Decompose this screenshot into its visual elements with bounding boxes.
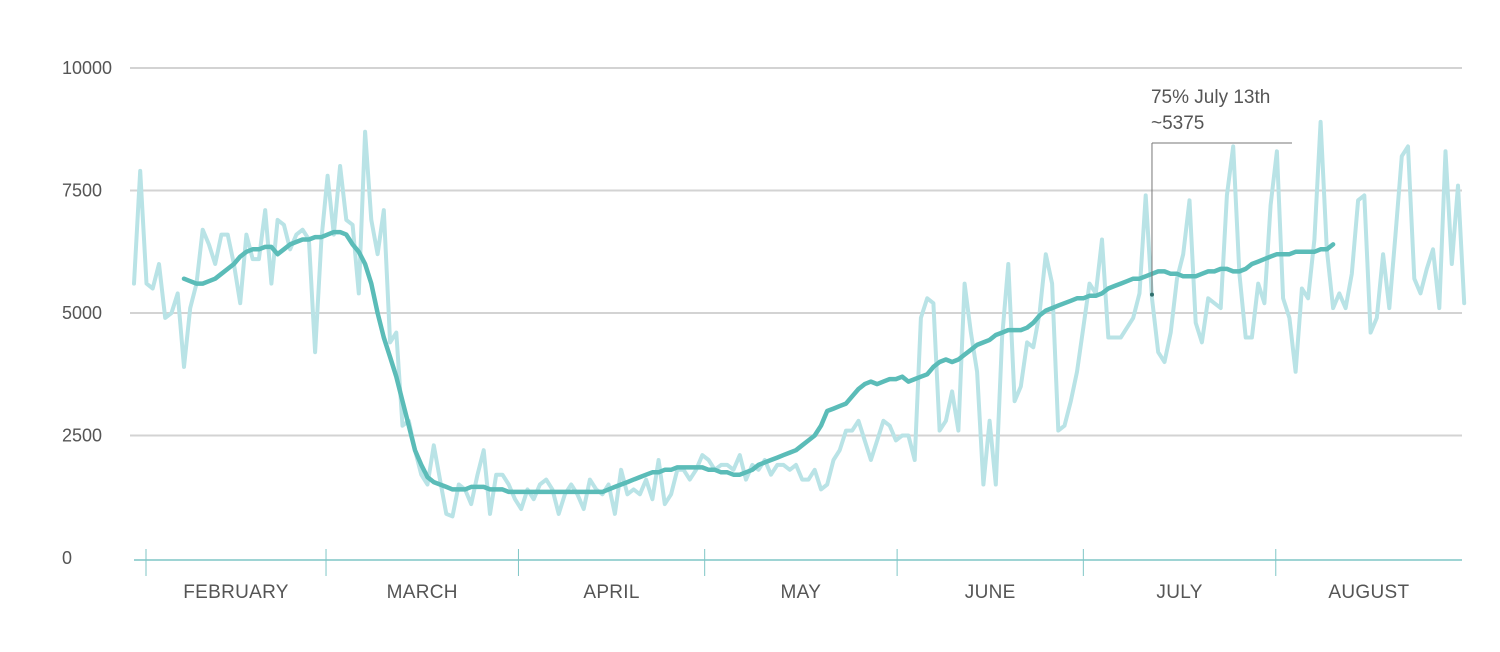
x-axis: FEBRUARY MARCH APRIL MAY JUNE JULY AUGUST: [134, 549, 1462, 603]
series-lines: [132, 119, 1467, 519]
annotation-label: 75% July 13th: [1151, 87, 1270, 108]
grid-lines: [130, 67, 1462, 437]
x-tick-label: MARCH: [387, 582, 458, 603]
annotation-value: ~5375: [1151, 113, 1204, 134]
x-tick-label: FEBRUARY: [183, 582, 289, 603]
y-tick-label: 7500: [62, 181, 102, 201]
x-tick-label: JUNE: [965, 582, 1016, 603]
x-tick-label: APRIL: [583, 582, 639, 603]
x-tick-label: JULY: [1156, 582, 1202, 603]
y-axis-tick-labels: 0 2500 5000 7500 10000: [62, 58, 112, 568]
y-tick-label: 2500: [62, 426, 102, 446]
x-tick-label: AUGUST: [1328, 582, 1409, 603]
annotation-point: [1149, 292, 1154, 297]
x-tick-label: MAY: [781, 582, 822, 603]
series-line-average: [181, 229, 1336, 495]
annotation: 75% July 13th ~5375: [1149, 87, 1292, 297]
y-tick-label: 5000: [62, 303, 102, 323]
y-tick-label: 10000: [62, 58, 112, 78]
series-line-daily: [132, 119, 1467, 519]
y-tick-label: 0: [62, 548, 72, 568]
